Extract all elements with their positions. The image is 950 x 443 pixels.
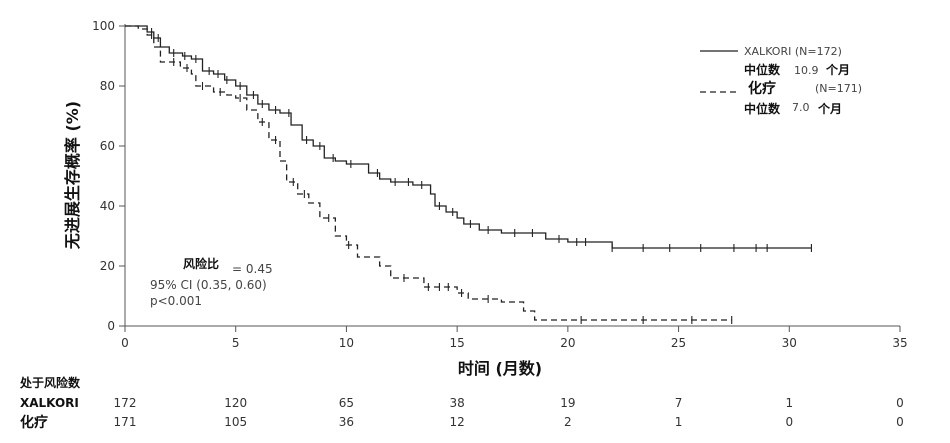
legend-label-xalkori: XALKORI (N=172) bbox=[744, 45, 842, 58]
y-tick-label: 0 bbox=[107, 319, 115, 333]
hr-ci: 95% CI (0.35, 0.60) bbox=[150, 278, 267, 292]
hr-value: = 0.45 bbox=[232, 262, 273, 276]
risk-count: 2 bbox=[564, 415, 572, 429]
x-tick-label: 30 bbox=[782, 336, 797, 350]
risk-count: 19 bbox=[560, 396, 575, 410]
x-tick-label: 20 bbox=[560, 336, 575, 350]
legend: XALKORI (N=172) 中位数 10.9 个月 化疗 (N=171) 中… bbox=[700, 45, 862, 116]
risk-count: 1 bbox=[785, 396, 793, 410]
x-tick-label: 10 bbox=[339, 336, 354, 350]
y-tick-label: 100 bbox=[92, 19, 115, 33]
risk-count: 7 bbox=[675, 396, 683, 410]
y-tick-label: 40 bbox=[100, 199, 115, 213]
legend-median-label-chemo: 中位数 bbox=[744, 101, 781, 116]
risk-count: 172 bbox=[114, 396, 137, 410]
survival-curves bbox=[125, 25, 812, 324]
x-tick-label: 25 bbox=[671, 336, 686, 350]
y-axis-ticks: 0 20 40 60 80 100 bbox=[92, 19, 125, 333]
risk-count: 171 bbox=[114, 415, 137, 429]
x-axis-title: 时间 (月数) bbox=[458, 359, 542, 378]
y-tick-label: 20 bbox=[100, 259, 115, 273]
hr-label: 风险比 bbox=[183, 256, 219, 271]
legend-median-value-xalkori: 10.9 bbox=[794, 64, 819, 77]
risk-count: 0 bbox=[896, 396, 904, 410]
risk-count: 105 bbox=[224, 415, 247, 429]
x-tick-label: 15 bbox=[450, 336, 465, 350]
risk-count: 12 bbox=[450, 415, 465, 429]
hr-p-value: p<0.001 bbox=[150, 294, 202, 308]
x-tick-label: 0 bbox=[121, 336, 129, 350]
risk-count: 0 bbox=[896, 415, 904, 429]
y-axis-title: 无进展生存概率 (%) bbox=[63, 101, 82, 250]
x-axis-ticks: 0 5 10 15 20 25 30 35 bbox=[121, 326, 908, 350]
risk-count: 65 bbox=[339, 396, 354, 410]
risk-table-title: 处于风险数 bbox=[19, 375, 81, 390]
curve-chemo bbox=[125, 25, 732, 321]
risk-row-label-xalkori: XALKORI bbox=[20, 396, 79, 410]
legend-median-label-xalkori: 中位数 bbox=[744, 62, 781, 77]
legend-label-chemo: 化疗 bbox=[748, 80, 776, 97]
y-tick-label: 60 bbox=[100, 139, 115, 153]
legend-n-chemo: (N=171) bbox=[815, 82, 862, 95]
y-tick-label: 80 bbox=[100, 79, 115, 93]
risk-count: 36 bbox=[339, 415, 354, 429]
risk-count: 1 bbox=[675, 415, 683, 429]
risk-count: 38 bbox=[450, 396, 465, 410]
x-tick-label: 5 bbox=[232, 336, 240, 350]
risk-count: 120 bbox=[224, 396, 247, 410]
risk-count: 0 bbox=[785, 415, 793, 429]
risk-counts: 172 120 65 38 19 7 1 0 171 105 36 12 2 1 0 0 bbox=[114, 396, 904, 429]
legend-median-unit-chemo: 个月 bbox=[817, 101, 842, 116]
x-tick-label: 35 bbox=[892, 336, 907, 350]
curve-xalkori bbox=[125, 25, 812, 249]
legend-median-unit-xalkori: 个月 bbox=[825, 62, 850, 77]
hazard-ratio-annotation: 风险比 = 0.45 95% CI (0.35, 0.60) p<0.001 bbox=[150, 256, 273, 308]
risk-row-label-chemo: 化疗 bbox=[20, 414, 48, 431]
legend-median-value-chemo: 7.0 bbox=[792, 101, 810, 114]
